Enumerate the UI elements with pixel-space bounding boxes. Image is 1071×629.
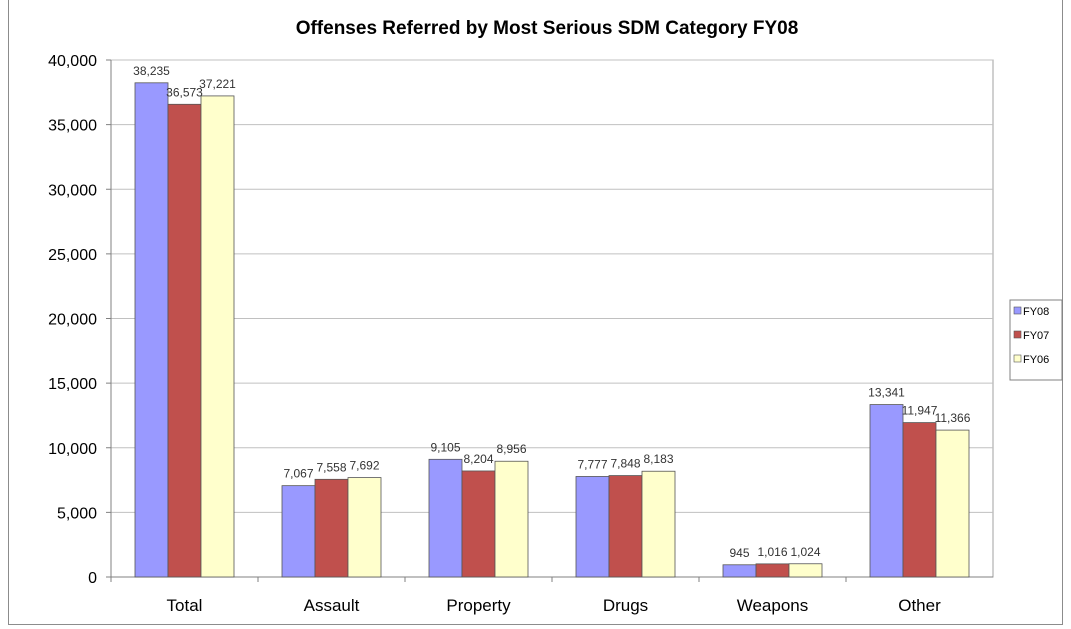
- data-label: 9,105: [430, 440, 460, 454]
- y-tick-label: 35,000: [48, 118, 97, 135]
- legend: FY08 FY07 FY06: [1009, 299, 1063, 381]
- x-tick-label: Drugs: [603, 596, 648, 615]
- bar-fy07-property: [461, 470, 496, 578]
- bar-fy06-assault: [347, 477, 382, 578]
- legend-swatch: [1013, 306, 1022, 315]
- data-label: 8,183: [643, 452, 673, 466]
- bar-fy08-assault: [281, 485, 316, 578]
- data-label: 1,024: [790, 545, 820, 559]
- data-label: 7,848: [610, 457, 640, 471]
- legend-swatch: [1013, 330, 1022, 339]
- bar-fy06-total: [200, 95, 235, 578]
- plot-area: 0 5,000 10,000 15,000 20,000 25,000 30,000 35,0…: [48, 53, 994, 615]
- bar-fy08-total: [134, 82, 169, 578]
- data-label: 36,573: [166, 85, 203, 99]
- bar-fy06-other: [935, 429, 970, 578]
- x-tick-label: Property: [446, 596, 511, 615]
- x-tick-label: Other: [898, 596, 941, 615]
- data-label: 11,947: [902, 404, 938, 418]
- legend-label: FY06: [1023, 354, 1049, 366]
- bar-fy08-property: [428, 458, 463, 578]
- bar-fy06-drugs: [641, 470, 676, 578]
- y-tick-label: 0: [88, 570, 97, 587]
- legend-swatch: [1013, 354, 1022, 363]
- legend-label: FY07: [1023, 330, 1049, 342]
- y-tick-label: 20,000: [48, 312, 97, 329]
- bar-fy08-other: [869, 404, 904, 578]
- chart-title: Offenses Referred by Most Serious SDM Ca…: [296, 18, 799, 39]
- y-tick-label: 5,000: [57, 505, 97, 522]
- bar-fy07-weapons: [755, 563, 790, 578]
- data-label: 7,777: [577, 457, 607, 471]
- y-tick-label: 40,000: [48, 53, 97, 70]
- data-label: 8,956: [496, 442, 526, 456]
- bar-fy07-other: [902, 422, 937, 578]
- data-label: 37,221: [199, 77, 236, 91]
- y-tick-label: 25,000: [48, 247, 97, 264]
- data-label: 1,016: [757, 545, 787, 559]
- x-tick-label: Total: [167, 596, 203, 615]
- data-label: 7,558: [316, 460, 346, 474]
- legend-label: FY08: [1023, 306, 1049, 318]
- data-label: 13,341: [868, 386, 905, 400]
- bar-fy07-drugs: [608, 475, 643, 578]
- bar-fy07-assault: [314, 478, 349, 578]
- bar-fy08-weapons: [722, 564, 757, 578]
- data-label: 7,067: [283, 467, 313, 481]
- bar-fy06-property: [494, 460, 529, 578]
- data-label: 7,692: [349, 459, 379, 473]
- x-tick-label: Assault: [304, 596, 360, 615]
- x-tick-label: Weapons: [737, 596, 809, 615]
- data-label: 11,366: [935, 411, 971, 425]
- y-tick-label: 10,000: [48, 441, 97, 458]
- bar-fy06-weapons: [788, 563, 823, 578]
- data-label: 945: [729, 546, 749, 560]
- data-label: 38,235: [133, 64, 170, 78]
- bar-fy08-drugs: [575, 476, 610, 578]
- y-tick-label: 30,000: [48, 182, 97, 199]
- y-tick-label: 15,000: [48, 376, 97, 393]
- bar-fy07-total: [167, 103, 202, 578]
- data-label: 8,204: [463, 452, 493, 466]
